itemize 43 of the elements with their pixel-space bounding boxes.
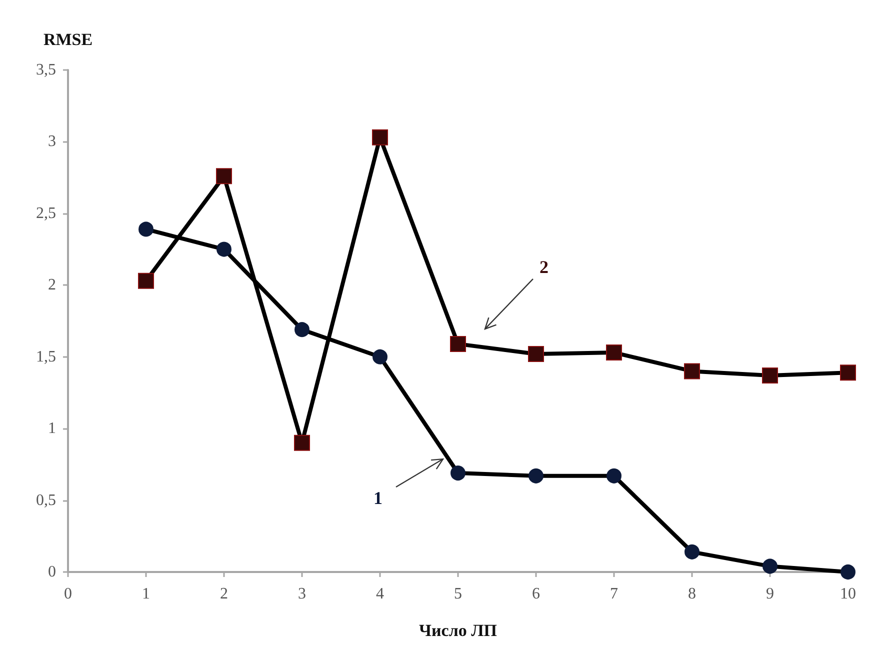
x-tick-label: 9	[766, 586, 774, 602]
point	[684, 544, 700, 560]
point	[450, 466, 466, 481]
x-tick-label: 10	[840, 586, 856, 602]
point	[528, 346, 544, 362]
point	[450, 336, 466, 352]
x-tick-label: 8	[688, 586, 696, 602]
point	[216, 242, 232, 257]
x-tick-label: 6	[532, 586, 540, 602]
point	[216, 168, 232, 184]
point	[840, 564, 856, 580]
x-axis-title: Число ЛП	[419, 621, 497, 640]
text: 2	[540, 256, 548, 277]
point	[684, 363, 700, 380]
y-tick-label: 0	[48, 564, 56, 580]
x-tick-label: 1	[142, 586, 150, 602]
y-tick-label: 1	[48, 420, 56, 438]
point	[294, 322, 310, 338]
y-tick-label: 1,5	[36, 348, 56, 366]
y-tick-label: 2	[48, 276, 56, 294]
point	[372, 349, 388, 364]
text: 1	[374, 488, 382, 508]
x-tick-label: 4	[376, 586, 384, 602]
x-tick-label: 3	[298, 586, 306, 602]
point	[138, 272, 154, 289]
x-tick-label: 0	[64, 586, 72, 602]
y-tick-label: 3	[48, 133, 56, 150]
point	[372, 129, 388, 146]
x-tick-label: 2	[220, 586, 228, 602]
point	[762, 368, 778, 384]
y-tick-label: 3,5	[36, 62, 56, 78]
point	[606, 344, 622, 361]
point	[606, 468, 622, 484]
x-tick-label: 5	[454, 586, 462, 602]
point	[528, 468, 544, 484]
y-axis-title: RMSE	[43, 30, 93, 49]
y-tick-label: 2,5	[36, 204, 56, 222]
point	[294, 434, 310, 451]
x-tick-label: 7	[610, 586, 618, 602]
y-tick-label: 0,5	[36, 492, 56, 509]
point	[840, 364, 856, 381]
point	[762, 558, 778, 574]
point	[138, 222, 154, 237]
